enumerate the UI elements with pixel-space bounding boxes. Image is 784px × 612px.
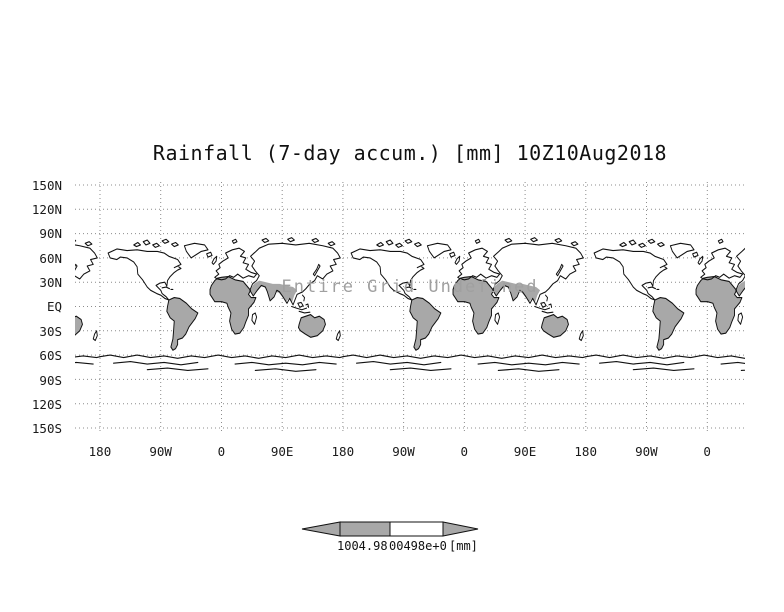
colorbar-segment-low bbox=[339, 521, 391, 537]
watermark-text: Entire Grid Undefined bbox=[282, 277, 539, 297]
x-tick-label: 90W bbox=[635, 444, 658, 459]
y-tick-label: 150S bbox=[31, 421, 62, 437]
x-tick-label: 0 bbox=[217, 444, 226, 459]
y-tick-label: 60N bbox=[39, 250, 62, 266]
x-tick-label: 90W bbox=[149, 444, 172, 459]
world-map-svg: Entire Grid Undefined bbox=[75, 182, 745, 434]
world-copy bbox=[100, 238, 343, 372]
x-axis: 180 90W 0 90E 180 90W 0 90E 180 90W 0 bbox=[70, 444, 738, 459]
y-tick-label: 120S bbox=[31, 396, 62, 412]
y-tick-label: 90S bbox=[39, 372, 62, 388]
x-tick-label: 0 bbox=[703, 444, 711, 459]
plot-title: Rainfall (7-day accum.) [mm] 10Z10Aug201… bbox=[152, 141, 668, 165]
y-tick-label: 150N bbox=[31, 177, 62, 193]
y-axis: 150N 120N 90N 60N 30N EQ 30S 60S 90S 120… bbox=[0, 173, 66, 441]
x-tick-label: 90E bbox=[270, 444, 294, 459]
colorbar-svg bbox=[301, 521, 479, 537]
y-tick-label: 90N bbox=[39, 226, 62, 242]
x-tick-label: 180 bbox=[88, 444, 112, 459]
world-copy bbox=[586, 238, 745, 372]
world-copy bbox=[75, 238, 100, 372]
colorbar-left-arrow bbox=[301, 521, 341, 537]
y-tick-label: EQ bbox=[46, 299, 62, 315]
colorbar-right-arrow bbox=[442, 521, 479, 537]
world-copy bbox=[343, 238, 586, 372]
x-tick-label: 90E bbox=[513, 444, 537, 459]
colorbar-segment-high bbox=[389, 521, 444, 537]
x-tick-label: 180 bbox=[574, 444, 597, 459]
x-tick-label: 180 bbox=[331, 444, 355, 459]
colorbar-tick-left: 1004.98 bbox=[337, 539, 388, 553]
y-tick-label: 60S bbox=[39, 348, 62, 364]
colorbar-tick-right: 00498e+0 bbox=[389, 539, 447, 553]
x-tick-label: 90W bbox=[392, 444, 415, 459]
y-tick-label: 30N bbox=[39, 275, 62, 291]
colorbar-units: [mm] bbox=[449, 539, 478, 553]
y-tick-label: 120N bbox=[31, 202, 62, 218]
y-tick-label: 30S bbox=[39, 323, 62, 339]
x-tick-label: 0 bbox=[460, 444, 469, 459]
